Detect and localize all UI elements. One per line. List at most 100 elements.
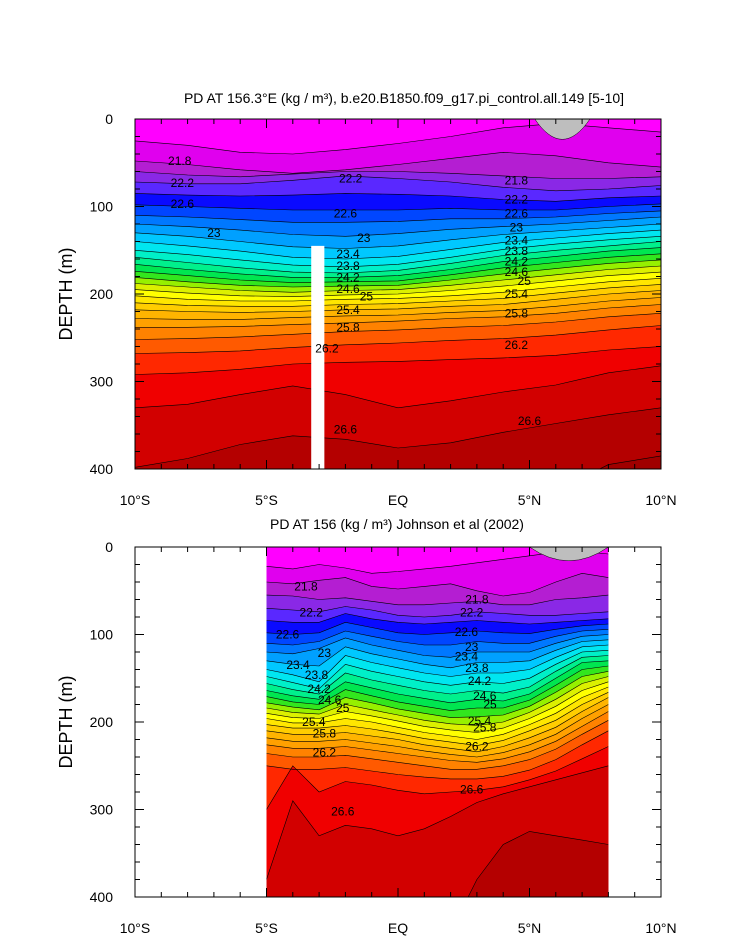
isopycnal-line-23.2 <box>135 223 661 249</box>
x-tick-label: 5°S <box>255 920 278 936</box>
density-band-27 <box>599 455 661 469</box>
isopycnal-line-23.4 <box>135 229 661 260</box>
axes: 0 100 200 300 400 10°S 5°S EQ 5°N 10°N <box>90 539 677 936</box>
isopycnal-line-26 <box>266 720 609 770</box>
contour-label: 24.6 <box>473 689 497 703</box>
isopycnal-line-26.4 <box>135 346 661 375</box>
contour-label: 21.8 <box>168 154 192 168</box>
missing-data-patch <box>529 547 609 561</box>
x-tick-label: 5°S <box>255 492 278 508</box>
contour-label: 23 <box>510 221 524 235</box>
y-tick-label: 100 <box>90 627 114 643</box>
contour-labels: 21.822.222.62322.222.62323.423.824.224.6… <box>168 154 541 437</box>
contour-label: 25.4 <box>336 303 360 317</box>
y-tick-label: 100 <box>90 199 114 215</box>
contour-label: 25.8 <box>313 726 337 740</box>
panel-observations-section: PD AT 156 (kg / m³) Johnson et al (2002)… <box>56 516 677 945</box>
contour-plot-observations: 21.822.222.62323.423.824.224.62525.425.8… <box>90 539 677 945</box>
contour-label: 24.6 <box>318 693 342 707</box>
isopycnal-line-22.6 <box>135 203 661 211</box>
x-tick-label: 10°S <box>120 920 151 936</box>
isopycnal-line-26.4 <box>266 746 609 810</box>
panel-model-section: PD AT 156.3°E (kg / m³), b.e20.B1850.f09… <box>56 90 677 508</box>
isopycnal-line-25.2 <box>266 692 609 746</box>
y-tick-label: 400 <box>90 889 114 905</box>
isopycnal-line-23.6 <box>135 236 661 268</box>
contour-label: 25.4 <box>505 287 529 301</box>
y-tick-label: 0 <box>105 111 113 127</box>
isopycnal-line-24.8 <box>266 681 609 733</box>
density-field <box>135 119 661 469</box>
isopycnal-line-25.6 <box>135 297 661 320</box>
isopycnal-line-26.8 <box>467 831 609 897</box>
isopycnal-line-25.4 <box>266 697 609 753</box>
isopycnal-line-23.8 <box>266 655 609 695</box>
isopycnal-line-23 <box>135 216 661 237</box>
missing-data-patch <box>534 119 591 140</box>
isopycnal-line-24.6 <box>266 676 609 726</box>
contour-label: 24.2 <box>468 674 492 688</box>
density-band-26.8 <box>135 407 661 469</box>
isopycnal-line-22.6 <box>266 621 609 635</box>
contour-label: 23.8 <box>505 244 529 258</box>
isopycnal-line-23.8 <box>135 241 661 274</box>
density-band-26.8 <box>468 831 609 897</box>
contour-label: 25 <box>336 701 350 715</box>
x-tick-label: EQ <box>388 920 408 936</box>
contour-label: 23 <box>465 640 479 654</box>
contour-label: 24.2 <box>336 270 360 284</box>
panel-title-observations: PD AT 156 (kg / m³) Johnson et al (2002) <box>270 516 524 532</box>
contour-label: 24.2 <box>307 682 331 696</box>
contour-label: 25 <box>518 274 532 288</box>
contour-label: 25.4 <box>468 714 492 728</box>
contour-label: 23.4 <box>286 658 310 672</box>
contour-label: 26.6 <box>334 423 358 437</box>
isopycnal-line-26.6 <box>135 365 661 409</box>
y-axis-title-observations: DEPTH (m) <box>56 676 76 769</box>
contour-label: 22.6 <box>276 628 300 642</box>
contour-label: 22.6 <box>505 207 529 221</box>
isopycnal-line-24.8 <box>135 271 661 297</box>
isopycnal-line-21.8 <box>135 151 661 174</box>
isopycnal-line-25 <box>266 686 609 740</box>
isopycnal-line-24 <box>135 247 661 278</box>
contour-label: 22.2 <box>339 172 363 186</box>
isopycnal-line-22 <box>135 171 661 179</box>
isopycnal-line-23 <box>266 634 609 658</box>
contour-label: 21.8 <box>294 579 318 593</box>
isopycnal-line-26.2 <box>135 325 661 354</box>
contour-label: 23.8 <box>336 259 360 273</box>
x-tick-label: 10°N <box>645 920 676 936</box>
isopycnal-line-24.4 <box>266 671 609 718</box>
contour-label: 23.4 <box>336 247 360 261</box>
contour-label: 23.4 <box>505 234 529 248</box>
contour-label: 25.4 <box>302 715 326 729</box>
contour-label: 22.2 <box>171 176 195 190</box>
isopycnal-line-22.8 <box>135 210 661 223</box>
contour-label: 26.6 <box>331 804 355 818</box>
isopycnal-line-25.2 <box>135 284 661 307</box>
contour-label: 23.8 <box>305 668 329 682</box>
contour-label: 22.2 <box>505 193 529 207</box>
isopycnal-line-22.2 <box>135 175 661 192</box>
isopycnal-line-21.8 <box>266 572 609 597</box>
isopycnal-line-22.4 <box>135 193 661 202</box>
contour-label: 25 <box>360 290 374 304</box>
isopycnal-line-25.6 <box>266 704 609 758</box>
contour-label: 24.2 <box>505 255 529 269</box>
isopycnal-line-25.8 <box>135 304 661 328</box>
density-field <box>266 547 609 945</box>
contour-label: 22.6 <box>334 207 358 221</box>
contour-label: 22.2 <box>300 606 324 620</box>
y-axis-title-model: DEPTH (m) <box>56 248 76 341</box>
isopycnal-line-25 <box>135 278 661 302</box>
contour-label: 22.6 <box>455 625 479 639</box>
isopycnal-line-24.6 <box>135 265 661 293</box>
panel-title-model: PD AT 156.3°E (kg / m³), b.e20.B1850.f09… <box>184 90 624 106</box>
contour-label: 26.2 <box>313 746 337 760</box>
density-band-27 <box>267 932 609 945</box>
contour-label: 25.8 <box>473 720 497 734</box>
y-tick-label: 200 <box>90 286 114 302</box>
x-tick-label: EQ <box>388 492 408 508</box>
isopycnal-line-23.6 <box>266 650 609 690</box>
